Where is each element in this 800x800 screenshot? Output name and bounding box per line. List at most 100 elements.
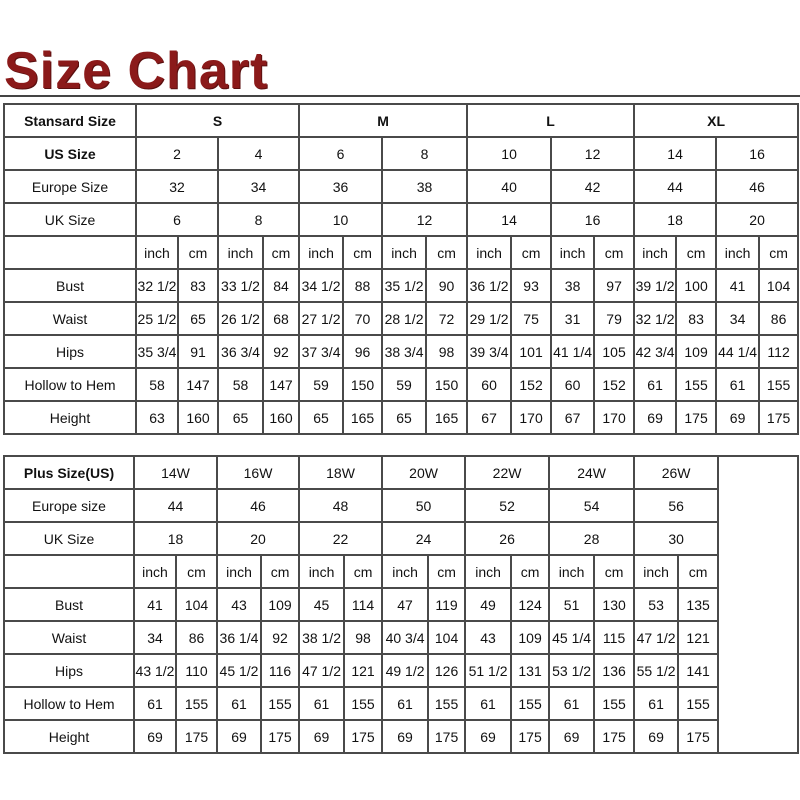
plus-europe-cell: 48 xyxy=(298,488,384,523)
unit-inch: inch xyxy=(550,235,596,270)
uk-size-cell: 10 xyxy=(298,202,384,237)
plus-header-label: Plus Size(US) xyxy=(3,455,135,490)
plus-uk-cell: 22 xyxy=(298,521,384,556)
measurement-value: 47 1/2 xyxy=(633,620,680,655)
measurement-value: 121 xyxy=(343,653,384,688)
measurement-value: 69 xyxy=(298,719,346,754)
measurement-row: Waist 25 1/2 65 26 1/2 68 27 1/2 70 28 1/2 72 29 … xyxy=(3,301,800,336)
measurement-value: 68 xyxy=(261,301,301,336)
plus-europe-cell: 50 xyxy=(381,488,467,523)
us-size-cell: 4 xyxy=(216,136,301,171)
measurement-value: 155 xyxy=(758,367,800,402)
size-group: M xyxy=(298,103,469,138)
measurement-value: 44 1/4 xyxy=(715,334,761,369)
measurement-value: 90 xyxy=(425,268,469,303)
measurement-value: 63 xyxy=(135,400,179,435)
us-size-cell: 10 xyxy=(466,136,553,171)
measurement-value: 49 xyxy=(464,587,513,622)
measurement-value: 104 xyxy=(174,587,219,622)
blank-column xyxy=(717,455,800,754)
uk-size-cell: 20 xyxy=(715,202,800,237)
measurement-value: 45 1/4 xyxy=(548,620,596,655)
measurement-value: 53 xyxy=(633,587,680,622)
measurement-value: 101 xyxy=(510,334,553,369)
measurement-value: 119 xyxy=(427,587,467,622)
plus-uk-label: UK Size xyxy=(3,521,135,556)
measurement-value: 92 xyxy=(261,334,301,369)
measurement-value: 47 1/2 xyxy=(298,653,346,688)
measurement-value: 155 xyxy=(260,686,301,721)
plus-measurement-row: Height 69 175 69 175 69 175 69 175 69 175 69 175 69 17… xyxy=(3,719,798,754)
title-divider xyxy=(0,95,800,97)
measurement-value: 41 1/4 xyxy=(550,334,596,369)
unit-cm: cm xyxy=(758,235,800,270)
measurement-value: 58 xyxy=(135,367,179,402)
measurement-value: 72 xyxy=(425,301,469,336)
measurement-value: 96 xyxy=(342,334,384,369)
measurement-value: 116 xyxy=(260,653,301,688)
measurement-value: 83 xyxy=(177,268,219,303)
measurement-value: 29 1/2 xyxy=(466,301,513,336)
measurement-value: 160 xyxy=(261,400,301,435)
measurement-value: 43 1/2 xyxy=(133,653,177,688)
measurement-value: 152 xyxy=(510,367,553,402)
europe-size-cell: 38 xyxy=(381,169,469,204)
measurement-value: 165 xyxy=(425,400,469,435)
plus-europe-cell: 52 xyxy=(464,488,551,523)
unit-cm: cm xyxy=(260,554,301,589)
measurement-value: 175 xyxy=(427,719,467,754)
measurement-value: 41 xyxy=(133,587,177,622)
measurement-value: 36 3/4 xyxy=(217,334,264,369)
measurement-value: 60 xyxy=(550,367,596,402)
plus-uk-row: UK Size 18 20 22 24 26 28 30 xyxy=(3,521,798,556)
measurement-value: 155 xyxy=(677,686,720,721)
measurement-value: 175 xyxy=(260,719,301,754)
unit-inch: inch xyxy=(464,554,513,589)
uk-size-cell: 16 xyxy=(550,202,636,237)
measurement-value: 114 xyxy=(343,587,384,622)
measurement-value: 165 xyxy=(342,400,384,435)
measurement-value: 69 xyxy=(548,719,596,754)
measurement-label: Height xyxy=(3,400,137,435)
unit-inch: inch xyxy=(133,554,177,589)
measurement-value: 42 3/4 xyxy=(633,334,678,369)
measurement-value: 36 1/2 xyxy=(466,268,513,303)
measurement-row: Height 63 160 65 160 65 165 65 165 67 170 67 170 69 17… xyxy=(3,400,800,435)
measurement-value: 37 3/4 xyxy=(298,334,345,369)
header-label: Stansard Size xyxy=(3,103,137,138)
measurement-value: 175 xyxy=(677,719,720,754)
measurement-value: 26 1/2 xyxy=(217,301,264,336)
measurement-row: Bust 32 1/2 83 33 1/2 84 34 1/2 88 35 1/2 90 36 1… xyxy=(3,268,800,303)
measurement-value: 175 xyxy=(510,719,551,754)
measurement-value: 131 xyxy=(510,653,551,688)
measurement-value: 105 xyxy=(593,334,636,369)
measurement-value: 35 1/2 xyxy=(381,268,428,303)
unit-row-blank xyxy=(3,235,137,270)
measurement-value: 155 xyxy=(427,686,467,721)
plus-uk-cell: 18 xyxy=(132,521,219,556)
measurement-value: 65 xyxy=(381,400,428,435)
measurement-value: 83 xyxy=(675,301,718,336)
measurement-value: 124 xyxy=(510,587,551,622)
plus-europe-cell: 44 xyxy=(132,488,219,523)
europe-size-cell: 40 xyxy=(466,169,553,204)
measurement-value: 27 1/2 xyxy=(298,301,345,336)
measurement-value: 69 xyxy=(633,719,680,754)
unit-cm: cm xyxy=(343,554,384,589)
plus-uk-cell: 28 xyxy=(548,521,636,556)
uk-size-row: UK Size 6 8 10 12 14 16 18 20 xyxy=(3,202,800,237)
measurement-value: 170 xyxy=(593,400,636,435)
plus-measurement-row: Bust 41 104 43 109 45 114 47 119 49 124 51 130 53 135 xyxy=(3,587,798,622)
plus-europe-row: Europe size 44 46 48 50 52 54 56 xyxy=(3,488,798,523)
measurement-value: 45 1/2 xyxy=(216,653,263,688)
unit-cm: cm xyxy=(675,235,718,270)
measurement-value: 86 xyxy=(174,620,219,655)
measurement-label: Hollow to Hem xyxy=(3,686,135,721)
unit-inch: inch xyxy=(548,554,596,589)
unit-cm: cm xyxy=(177,235,219,270)
unit-inch: inch xyxy=(216,554,263,589)
unit-inch: inch xyxy=(298,235,345,270)
size-group: S xyxy=(134,103,301,138)
measurement-value: 32 1/2 xyxy=(633,301,678,336)
measurement-value: 130 xyxy=(593,587,636,622)
